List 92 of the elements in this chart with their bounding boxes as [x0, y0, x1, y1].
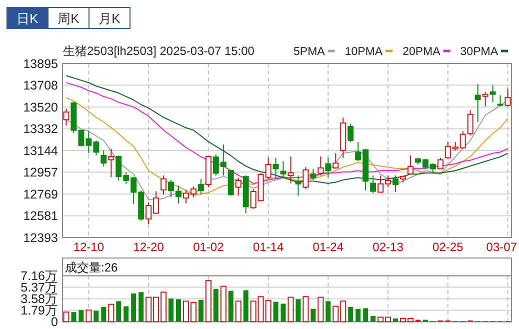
- candlestick: [318, 156, 324, 176]
- candlestick: [504, 88, 511, 107]
- bar: [243, 290, 248, 322]
- x-tick-label: 03-07: [486, 240, 518, 254]
- candlestick: [280, 160, 286, 178]
- legend-label: 30PMA: [460, 46, 498, 58]
- candlestick: [497, 94, 504, 107]
- x-tick-label: 01-24: [312, 240, 344, 254]
- bar: [78, 310, 84, 322]
- candlestick: [332, 152, 339, 170]
- bar: [176, 299, 181, 322]
- y-tick-label: 1.79万: [20, 304, 58, 318]
- y-tick-label: 12393: [23, 231, 58, 245]
- bar: [220, 286, 226, 322]
- bar: [138, 292, 144, 322]
- candlestick: [272, 157, 279, 178]
- candlestick: [295, 175, 302, 196]
- text: 日K: [16, 11, 39, 26]
- bar: [310, 308, 316, 322]
- bar: [326, 301, 331, 322]
- candlestick: [407, 154, 414, 174]
- candlestick: [63, 108, 70, 126]
- y-tick-label: 13520: [23, 100, 58, 114]
- bar: [116, 301, 122, 322]
- bar: [318, 296, 324, 322]
- chart-title: 成交量:26: [65, 260, 118, 274]
- bar: [356, 308, 361, 322]
- candlestick: [302, 166, 309, 190]
- candlestick: [288, 156, 294, 184]
- candlestick: [437, 157, 444, 170]
- candlestick: [160, 175, 167, 196]
- candlestick: [325, 157, 332, 178]
- bar: [393, 318, 398, 322]
- bar: [370, 316, 376, 322]
- text: 周K: [58, 11, 80, 26]
- candlestick: [310, 168, 316, 180]
- candlestick: [370, 175, 376, 194]
- candlestick: [100, 150, 107, 167]
- y-tick-label: 13332: [23, 122, 58, 136]
- y-tick-label: 13144: [23, 144, 58, 158]
- bar: [63, 312, 70, 322]
- bar: [108, 304, 114, 322]
- y-tick-label: 12957: [23, 166, 58, 180]
- candlestick: [235, 177, 242, 196]
- y-tick-label: 12769: [23, 187, 58, 202]
- x-tick-label: 01-02: [193, 240, 224, 254]
- text: 月K: [98, 11, 121, 26]
- y-tick-label: 13708: [23, 78, 58, 93]
- y-tick-label: 13895: [23, 57, 58, 71]
- candlestick: [482, 91, 488, 107]
- y-tick-label: 5.37万: [20, 280, 58, 295]
- candlestick: [175, 185, 182, 204]
- bar: [288, 296, 294, 322]
- y-tick-label: 0: [51, 315, 58, 329]
- bar: [101, 306, 106, 322]
- bar: [302, 296, 309, 322]
- x-tick-label: 02-25: [432, 240, 464, 254]
- y-tick-label: 12581: [23, 209, 58, 224]
- bar: [213, 288, 218, 322]
- bar: [131, 293, 136, 322]
- candlestick: [490, 84, 496, 102]
- x-tick-label: 12-20: [133, 240, 164, 254]
- bar: [94, 310, 99, 322]
- chart-title: 生猪2503[lh2503] 2025-03-07 15:00: [63, 44, 255, 58]
- legend-label: 10PMA: [344, 46, 383, 58]
- legend-label: 5PMA: [294, 46, 326, 58]
- candlestick: [467, 110, 474, 136]
- bar: [198, 300, 204, 322]
- bar: [86, 310, 92, 322]
- legend-label: 20PMA: [402, 46, 441, 58]
- x-tick-label: 02-13: [372, 240, 404, 254]
- candlestick: [198, 178, 204, 196]
- y-tick-label: 7.16万: [20, 269, 58, 284]
- bar: [280, 304, 286, 322]
- x-tick-label: 01-14: [252, 240, 284, 254]
- bar: [205, 280, 212, 322]
- candlestick: [108, 148, 114, 178]
- x-tick-label: 12-10: [73, 240, 104, 254]
- y-tick-label: 3.58万: [20, 292, 58, 306]
- bar: [273, 302, 278, 322]
- candlestick: [168, 179, 174, 198]
- candlestick: [348, 123, 354, 143]
- bar: [71, 312, 76, 322]
- bar: [348, 306, 354, 322]
- bar: [228, 290, 234, 322]
- candlestick: [392, 175, 399, 193]
- bar: [296, 299, 301, 322]
- candlestick: [474, 84, 481, 122]
- bar: [235, 300, 242, 322]
- bar: [363, 308, 368, 322]
- bar: [124, 306, 129, 322]
- bar: [168, 298, 174, 322]
